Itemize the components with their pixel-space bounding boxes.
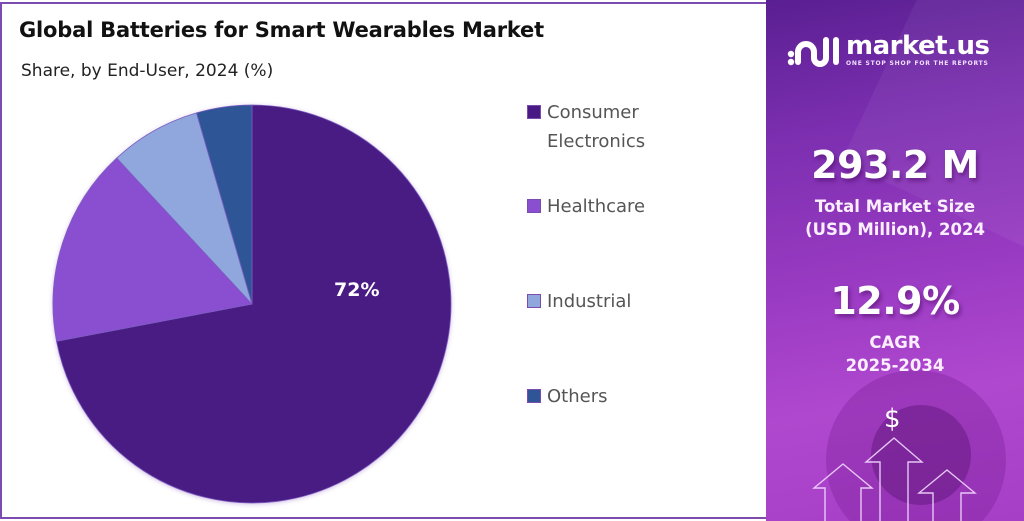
legend-swatch-consumer-electronics	[527, 105, 541, 119]
chart-title: Global Batteries for Smart Wearables Mar…	[19, 18, 544, 42]
market-size-label-line1: Total Market Size	[814, 197, 976, 216]
cagr-label-line1: CAGR	[869, 333, 921, 352]
chart-subtitle: Share, by End-User, 2024 (%)	[21, 61, 274, 81]
market-size-stat: 293.2 M Total Market Size (USD Million),…	[766, 143, 1024, 241]
cagr-value: 12.9%	[830, 279, 960, 323]
legend-item-others: Others	[527, 382, 608, 411]
slice-others	[195, 104, 253, 305]
market-size-label-line2: (USD Million), 2024	[805, 220, 985, 239]
market-size-value: 293.2 M	[811, 143, 979, 187]
summary-panel: market.us ONE STOP SHOP FOR THE REPORTS …	[766, 0, 1024, 521]
legend-swatch-industrial	[527, 294, 541, 308]
legend-item-consumer-electronics: Consumer Electronics	[527, 98, 645, 156]
legend-swatch-others	[527, 389, 541, 403]
background-coin-inner-shape	[871, 405, 971, 505]
cagr-label-line2: 2025-2034	[845, 356, 945, 375]
legend-item-healthcare: Healthcare	[527, 192, 645, 221]
brand-tagline: ONE STOP SHOP FOR THE REPORTS	[846, 60, 989, 67]
market-us-logo-icon	[787, 37, 839, 67]
slice-healthcare	[52, 157, 253, 342]
consumer-electronics-data-label: 72%	[334, 279, 380, 301]
legend-item-industrial: Industrial	[527, 287, 631, 316]
brand-logo: market.us ONE STOP SHOP FOR THE REPORTS	[786, 30, 990, 70]
pie-chart	[52, 104, 452, 504]
slice-consumer-electronics	[56, 104, 452, 504]
brand-name: market.us	[846, 31, 990, 61]
background-coin-shape	[826, 370, 1006, 521]
growth-arrows-icon	[812, 437, 977, 521]
legend-swatch-healthcare	[527, 199, 541, 213]
dollar-icon: $	[884, 404, 901, 434]
cagr-stat: 12.9% CAGR 2025-2034	[766, 279, 1024, 377]
